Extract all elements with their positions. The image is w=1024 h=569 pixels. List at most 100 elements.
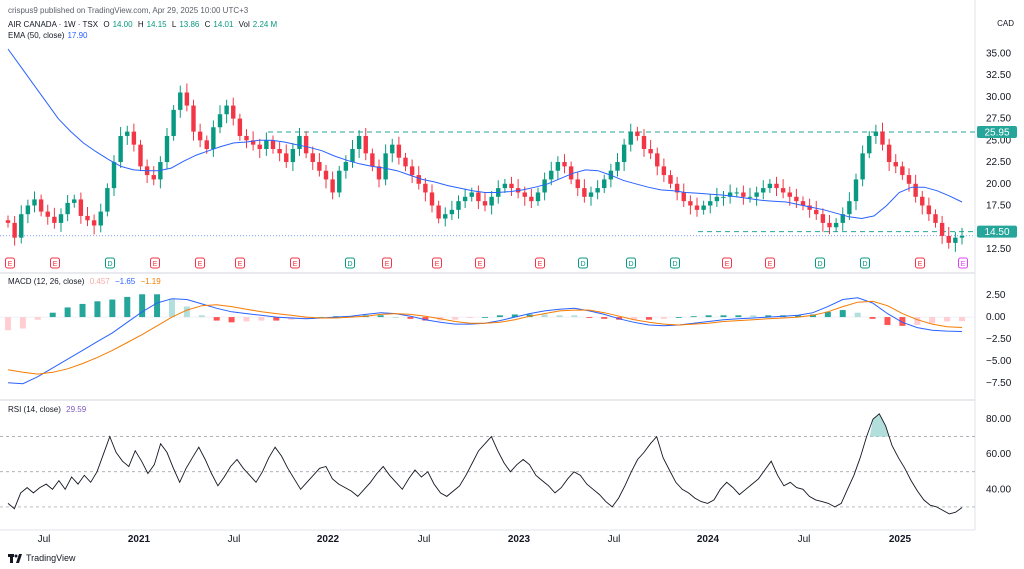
macd-histogram-bar[interactable] — [79, 303, 86, 318]
macd-histogram-bar[interactable] — [929, 317, 936, 324]
candle-body[interactable] — [701, 205, 706, 210]
dividend-marker[interactable] — [626, 257, 636, 269]
macd-legend[interactable]: MACD (12, 26, close) 0.457 −1.65 −1.19 — [8, 277, 164, 287]
candle-body[interactable] — [224, 105, 229, 115]
macd-histogram-bar[interactable] — [720, 315, 727, 318]
candle-body[interactable] — [628, 131, 633, 145]
candle-body[interactable] — [542, 179, 547, 193]
candle-body[interactable] — [761, 188, 766, 193]
candle-body[interactable] — [661, 166, 667, 176]
candle-body[interactable] — [436, 205, 441, 219]
candle-body[interactable] — [767, 183, 773, 189]
candle-body[interactable] — [873, 131, 879, 136]
macd-histogram-bar[interactable] — [303, 317, 310, 319]
candle-body[interactable] — [880, 131, 885, 145]
macd-histogram-bar[interactable] — [675, 317, 682, 318]
macd-histogram-bar[interactable] — [422, 317, 429, 321]
macd-histogram-bar[interactable] — [735, 315, 742, 318]
macd-histogram-bar[interactable] — [168, 298, 175, 318]
candle-body[interactable] — [105, 188, 110, 212]
dividend-marker[interactable] — [860, 257, 870, 269]
candle-body[interactable] — [429, 192, 435, 206]
macd-histogram-bar[interactable] — [139, 294, 146, 318]
candle-body[interactable] — [529, 196, 534, 202]
candle-body[interactable] — [45, 211, 50, 217]
candle-body[interactable] — [12, 222, 17, 238]
tradingview-logo[interactable]: TradingView — [8, 553, 76, 563]
candle-body[interactable] — [58, 214, 64, 223]
candle-body[interactable] — [635, 131, 640, 136]
candle-body[interactable] — [555, 162, 561, 171]
candle-body[interactable] — [277, 149, 282, 154]
macd-histogram-bar[interactable] — [154, 294, 161, 318]
macd-histogram-bar[interactable] — [94, 301, 101, 318]
dividend-marker[interactable] — [345, 257, 355, 269]
earnings-marker[interactable] — [535, 257, 545, 269]
candle-body[interactable] — [893, 162, 898, 167]
candle-body[interactable] — [714, 196, 720, 202]
macd-histogram-bar[interactable] — [854, 312, 861, 318]
candle-body[interactable] — [211, 127, 216, 149]
candle-body[interactable] — [270, 140, 276, 149]
candle-body[interactable] — [641, 135, 647, 149]
candle-body[interactable] — [827, 222, 832, 228]
candle-body[interactable] — [310, 153, 315, 163]
candle-body[interactable] — [959, 235, 965, 238]
candle-body[interactable] — [350, 149, 355, 163]
candle-body[interactable] — [164, 135, 170, 163]
candle-body[interactable] — [284, 153, 289, 163]
macd-histogram-bar[interactable] — [824, 311, 831, 318]
earnings-marker[interactable] — [915, 257, 925, 269]
symbol-name[interactable]: AIR CANADA · 1W · TSX — [8, 20, 99, 29]
macd-histogram-bar[interactable] — [884, 317, 891, 325]
candle-body[interactable] — [449, 209, 455, 215]
earnings-marker[interactable] — [195, 257, 205, 269]
candle-body[interactable] — [489, 196, 494, 206]
candle-body[interactable] — [138, 144, 143, 167]
candle-body[interactable] — [648, 149, 653, 154]
candle-body[interactable] — [721, 196, 726, 198]
dividend-marker[interactable] — [815, 257, 825, 269]
macd-histogram-bar[interactable] — [482, 317, 488, 318]
candle-body[interactable] — [462, 196, 468, 202]
candle-body[interactable] — [794, 196, 799, 202]
candle-body[interactable] — [323, 170, 329, 180]
macd-pane[interactable] — [0, 294, 975, 385]
macd-histogram-bar[interactable] — [258, 317, 265, 321]
candle-body[interactable] — [416, 175, 421, 184]
macd-histogram-bar[interactable] — [228, 317, 235, 323]
candle-body[interactable] — [356, 135, 362, 149]
candle-body[interactable] — [814, 209, 819, 215]
candle-body[interactable] — [231, 105, 236, 119]
macd-histogram-bar[interactable] — [511, 314, 518, 318]
candle-body[interactable] — [178, 92, 183, 110]
candle-body[interactable] — [953, 237, 958, 243]
macd-histogram-bar[interactable] — [213, 317, 220, 321]
macd-histogram-bar[interactable] — [944, 317, 951, 322]
rsi-line[interactable] — [7, 413, 963, 515]
candle-body[interactable] — [343, 162, 349, 171]
candle-body[interactable] — [250, 140, 256, 145]
ema-line[interactable] — [7, 48, 963, 220]
macd-histogram-bar[interactable] — [690, 316, 697, 318]
candle-body[interactable] — [575, 179, 580, 189]
earnings-marker[interactable] — [765, 257, 775, 269]
macd-signal-line[interactable] — [7, 300, 963, 375]
candle-body[interactable] — [754, 192, 759, 197]
candle-body[interactable] — [85, 215, 90, 221]
candle-body[interactable] — [602, 179, 607, 189]
candle-body[interactable] — [800, 201, 806, 206]
macd-histogram-bar[interactable] — [899, 317, 906, 326]
price-axis[interactable]: 35.00 32.50 30.00 27.50 25.00 22.50 20.00 17.50… — [986, 48, 1011, 255]
rsi-legend[interactable]: RSI (14, close) 29.59 — [8, 405, 89, 415]
candle-body[interactable] — [621, 144, 627, 163]
candle-body[interactable] — [787, 192, 792, 197]
macd-histogram-bar[interactable] — [601, 317, 608, 319]
candle-body[interactable] — [549, 170, 554, 180]
candle-body[interactable] — [237, 118, 243, 136]
candle-body[interactable] — [125, 131, 130, 136]
rsi-axis[interactable]: 80.00 60.00 40.00 — [986, 414, 1011, 495]
macd-axis[interactable]: 2.50 0.00 −2.50 −5.00 −7.50 — [986, 290, 1012, 389]
candle-body[interactable] — [78, 199, 84, 216]
